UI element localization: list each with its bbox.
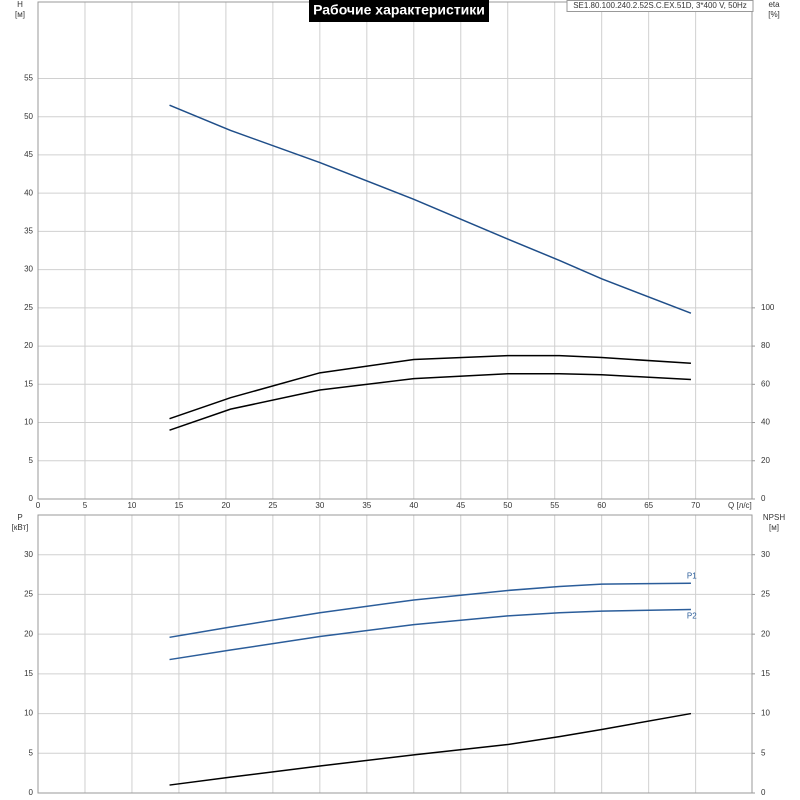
x-tick-label: 35 [362, 501, 371, 510]
y-tick-label: 45 [24, 150, 33, 159]
y2-axis-label: eta [768, 0, 780, 9]
x-tick-label: 50 [503, 501, 512, 510]
curve [169, 373, 691, 431]
model-text: SE1.80.100.240.2.52S.C.EX.51D, 3*400 V, … [573, 1, 747, 10]
y-tick-label: 5 [29, 748, 34, 757]
y-tick-label: 30 [24, 265, 33, 274]
x-axis-label: Q [л/с] [728, 501, 752, 510]
x-tick-label: 70 [691, 501, 700, 510]
chart-title: Рабочие характеристики [313, 2, 485, 18]
curve [169, 354, 691, 420]
y-tick-label: 15 [24, 669, 33, 678]
y-tick-label: 0 [29, 788, 34, 797]
model-box [566, 0, 754, 12]
y-tick-label: 0 [29, 494, 34, 503]
x-tick-label: 45 [456, 501, 465, 510]
y2-tick-label: 60 [761, 379, 770, 388]
title-box [309, 0, 489, 22]
y-axis-unit: [кВт] [12, 523, 29, 532]
x-tick-label: 15 [174, 501, 183, 510]
y2-tick-label: 40 [761, 418, 770, 427]
x-tick-label: 30 [315, 501, 324, 510]
y-tick-label: 50 [24, 112, 33, 121]
x-tick-label: 60 [597, 501, 606, 510]
curve [169, 582, 691, 639]
plots: 0 5 10 15 20 25 30 35 40 45 50 55 60 65 70051015202530… [12, 0, 786, 797]
x-tick-label: 25 [268, 501, 277, 510]
y-tick-label: 40 [24, 188, 33, 197]
x-tick-label: 65 [644, 501, 653, 510]
y-tick-label: 20 [24, 341, 33, 350]
x-tick-label: 0 [36, 501, 41, 510]
y2-tick-label: 10 [761, 709, 770, 718]
y2-tick-label: 100 [761, 303, 775, 312]
y-tick-label: 35 [24, 226, 33, 235]
y-tick-label: 55 [24, 74, 33, 83]
y2-tick-label: 5 [761, 748, 766, 757]
plot-frame [37, 1, 753, 500]
y-tick-label: 20 [24, 629, 33, 638]
x-tick-label: 10 [127, 501, 136, 510]
y2-tick-label: 30 [761, 550, 770, 559]
y2-tick-label: 0 [761, 788, 766, 797]
plot-frame [37, 514, 753, 794]
y2-axis-unit: [%] [768, 10, 780, 19]
y2-tick-label: 15 [761, 669, 770, 678]
y2-tick-label: 20 [761, 456, 770, 465]
y-axis-label: P [17, 513, 22, 522]
y-tick-label: 10 [24, 709, 33, 718]
x-tick-label: 40 [409, 501, 418, 510]
y-tick-label: 10 [24, 418, 33, 427]
x-tick-label: 20 [221, 501, 230, 510]
y-tick-label: 30 [24, 550, 33, 559]
y2-tick-label: 80 [761, 341, 770, 350]
curve-label: P2 [687, 612, 697, 621]
y-axis-unit: [м] [15, 10, 25, 19]
y2-axis-unit: [м] [769, 523, 779, 532]
curve-label: P1 [687, 571, 697, 580]
y2-tick-label: 0 [761, 494, 766, 503]
x-tick-label: 55 [550, 501, 559, 510]
y2-axis-label: NPSH [763, 513, 785, 522]
y-tick-label: 15 [24, 379, 33, 388]
curve [169, 608, 691, 661]
y-tick-label: 5 [29, 456, 34, 465]
y-tick-label: 25 [24, 590, 33, 599]
curve [169, 104, 692, 314]
y2-tick-label: 20 [761, 629, 770, 638]
y-axis-label: H [17, 0, 23, 9]
x-tick-label: 5 [83, 501, 88, 510]
curve [169, 712, 692, 786]
y-tick-label: 25 [24, 303, 33, 312]
y2-tick-label: 25 [761, 590, 770, 599]
